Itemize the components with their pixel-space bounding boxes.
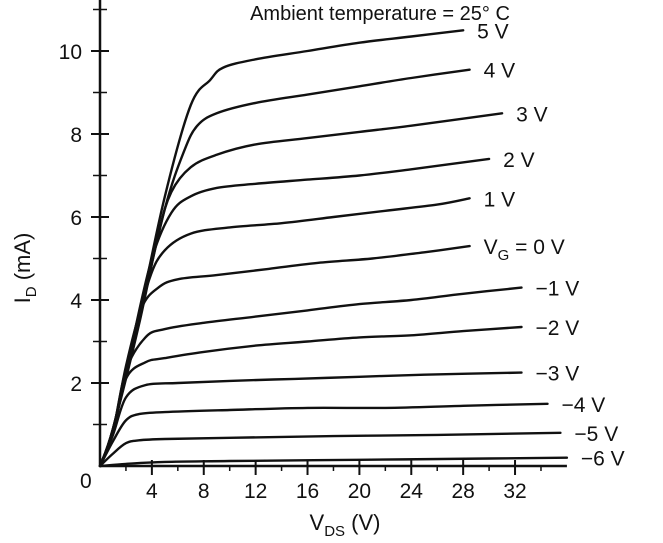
curve-label: 5 V [477,20,509,43]
curve-label: VG = 0 V [484,236,565,264]
y-axis-label-unit: (mA) [10,233,35,287]
curve-labels: 5 V 4 V3 V 2 V 1 V VG = 0 V −1 V −2 V −3 V −4 V −… [477,20,625,470]
x-axis-label: VDS (V) [310,510,381,540]
curve-label: −4 V [561,394,605,417]
series-line [98,371,523,468]
y-tick-label: 8 [70,124,82,147]
x-axis-label-unit: (V) [345,510,380,535]
curve-label: −5 V [574,423,618,446]
x-tick-label: 24 [400,480,424,503]
y-tick-label: 4 [70,290,82,313]
series-line [98,402,549,468]
curve-label: −1 V [536,278,580,301]
tick-marks [91,8,542,475]
x-tick-label: 16 [296,480,319,503]
curve-label: −3 V [536,363,580,386]
x-tick-label: 4 [146,480,158,503]
y-axis-label-sub: D [23,286,40,297]
curve-label: 1 V [484,188,516,211]
series-line [98,325,523,468]
series-line [98,286,523,468]
y-axis-label-main: I [10,297,35,303]
curve-label: 2 V [503,149,535,172]
curve-label: 4 V [484,60,516,83]
x-axis-label-sub: DS [324,523,345,540]
origin-label: 0 [80,470,92,493]
series-lines [98,29,569,468]
series-line [98,431,562,468]
chart-title: Ambient temperature = 25° C [250,3,510,25]
series-line [98,244,471,468]
x-tick-label: 8 [198,480,210,503]
series-line [98,456,569,468]
x-tick-label: 32 [503,480,526,503]
y-tick-label: 10 [59,41,82,64]
curve-label: −2 V [536,317,580,340]
curve-label: 3 V [516,103,548,126]
y-axis-label: ID (mA) [10,233,40,304]
x-tick-label: 12 [244,480,267,503]
x-tick-label: 20 [348,480,371,503]
x-tick-label: 28 [451,480,474,503]
curve-label: −6 V [581,448,625,471]
y-tick-label: 2 [70,373,82,396]
x-axis-label-main: V [310,510,325,535]
y-tick-label: 6 [70,207,82,230]
series-line [98,112,504,468]
